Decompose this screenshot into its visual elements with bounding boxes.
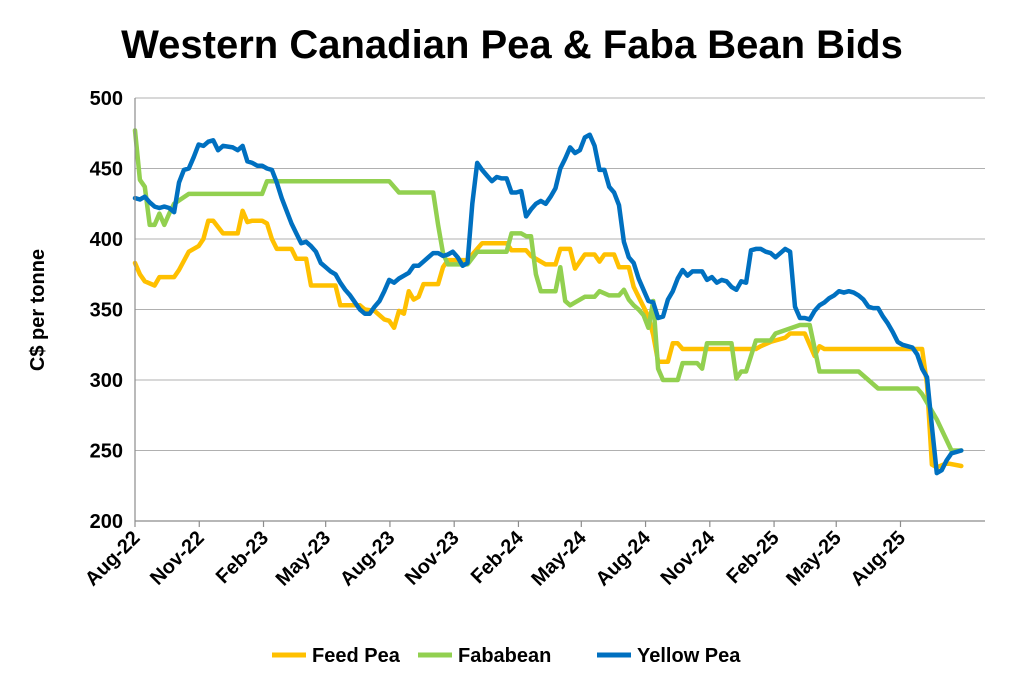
y-tick-label: 500 <box>90 88 123 110</box>
series-line-fababean <box>132 128 964 453</box>
y-tick-label: 350 <box>90 300 123 322</box>
series-line-yellow-pea <box>132 132 964 476</box>
y-axis-ticks: 200 250 300 350 400 450 500 <box>90 88 123 533</box>
x-tick-label: Aug-24 <box>592 526 656 590</box>
x-tick-label: May-25 <box>782 527 846 591</box>
y-axis-label: C$ per tonne <box>27 249 49 371</box>
x-tick-label: May-23 <box>272 527 336 591</box>
chart-title: Western Canadian Pea & Faba Bean Bids <box>121 23 903 67</box>
y-tick-label: 450 <box>90 159 123 181</box>
series-line-feed-pea <box>132 208 964 470</box>
y-tick-label: 200 <box>90 511 123 533</box>
axes <box>134 98 985 527</box>
y-tick-label: 400 <box>90 229 123 251</box>
y-tick-label: 300 <box>90 370 123 392</box>
legend: Feed Pea Fababean Yellow Pea <box>272 645 741 667</box>
series-lines <box>132 128 964 476</box>
x-tick-label: Nov-22 <box>146 527 209 590</box>
x-tick-label: Feb-25 <box>722 527 783 588</box>
x-tick-label: Nov-23 <box>401 527 464 590</box>
x-tick-label: Aug-22 <box>81 527 144 590</box>
legend-label-fababean: Fababean <box>458 645 551 667</box>
legend-label-feed-pea: Feed Pea <box>312 645 401 667</box>
y-tick-label: 250 <box>90 441 123 463</box>
x-tick-label: Aug-23 <box>336 527 399 590</box>
x-tick-label: May-24 <box>527 526 591 590</box>
x-tick-label: Feb-24 <box>467 526 529 588</box>
x-tick-label: Aug-25 <box>847 527 910 590</box>
x-tick-label: Nov-24 <box>657 526 720 589</box>
legend-label-yellow-pea: Yellow Pea <box>637 645 741 667</box>
x-tick-label: Feb-23 <box>212 527 273 588</box>
